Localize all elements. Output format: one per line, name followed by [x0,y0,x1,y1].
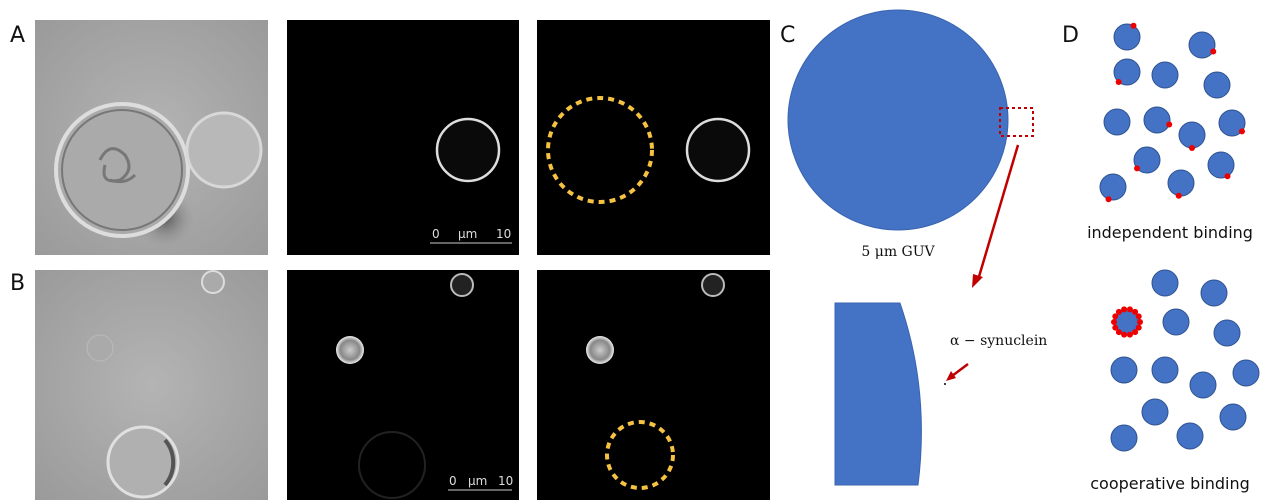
protein [1134,165,1140,171]
vesicle [1220,404,1246,430]
guv-label: 5 μm GUV [861,244,935,260]
vesicle [1142,399,1168,425]
vesicle [1168,170,1194,196]
fluorescence-a: 0 μm 10 [287,20,519,255]
scale-label: 10 [496,227,511,241]
protein [1121,332,1127,338]
vesicle [1189,32,1215,58]
brightfield-a [35,20,268,255]
vesicle [1208,152,1234,178]
merged-a [537,20,770,255]
vesicle [1177,423,1203,449]
protein [1116,309,1122,315]
vesicle [1144,107,1170,133]
vesicle [1179,122,1205,148]
scale-label: 10 [498,474,513,488]
protein [1210,49,1216,55]
panel-label: B [10,271,25,296]
scale-label: μm [468,474,487,488]
panel-label: D [1062,23,1079,48]
fluorescence-b: 0 μm 10 [287,270,519,500]
protein [1106,196,1112,202]
protein [1239,128,1245,134]
panel-d: independent binding cooperative binding [1087,23,1259,493]
vesicle [1201,280,1227,306]
panel-c: 5 μm GUV α − synuclein [788,10,1047,485]
protein [1166,121,1172,127]
protein [1111,319,1117,325]
vesicle [1111,425,1137,451]
protein [1136,313,1142,319]
protein-label: α − synuclein [950,333,1047,349]
vesicle [1163,309,1189,335]
protein [1116,79,1122,85]
vesicle [1190,372,1216,398]
protein [1127,332,1133,338]
vesicle [1152,270,1178,296]
protein [1189,145,1195,151]
protein [1225,173,1231,179]
protein [1132,329,1138,335]
protein [1127,306,1133,312]
panel-label: C [780,23,795,48]
brightfield-b [35,270,268,500]
vesicle [1100,174,1126,200]
vesicle [1204,72,1230,98]
vesicle [1152,62,1178,88]
panel-label: A [10,23,25,48]
vesicle [1104,109,1130,135]
vesicle [1233,360,1259,386]
vesicle [1214,320,1240,346]
protein [1176,193,1182,199]
caption: cooperative binding [1090,474,1250,493]
vesicle [1114,24,1140,50]
protein [1121,306,1127,312]
scale-label: 0 [432,227,440,241]
scale-label: μm [458,227,477,241]
merged-b [537,270,770,500]
caption: independent binding [1087,223,1253,242]
protein [1131,23,1137,29]
vesicle [1152,357,1178,383]
scale-label: 0 [449,474,457,488]
protein [1137,319,1143,325]
protein [1112,325,1118,331]
vesicle [1111,357,1137,383]
figure: A B C D 0 μm 10 0 μm [0,0,1271,501]
